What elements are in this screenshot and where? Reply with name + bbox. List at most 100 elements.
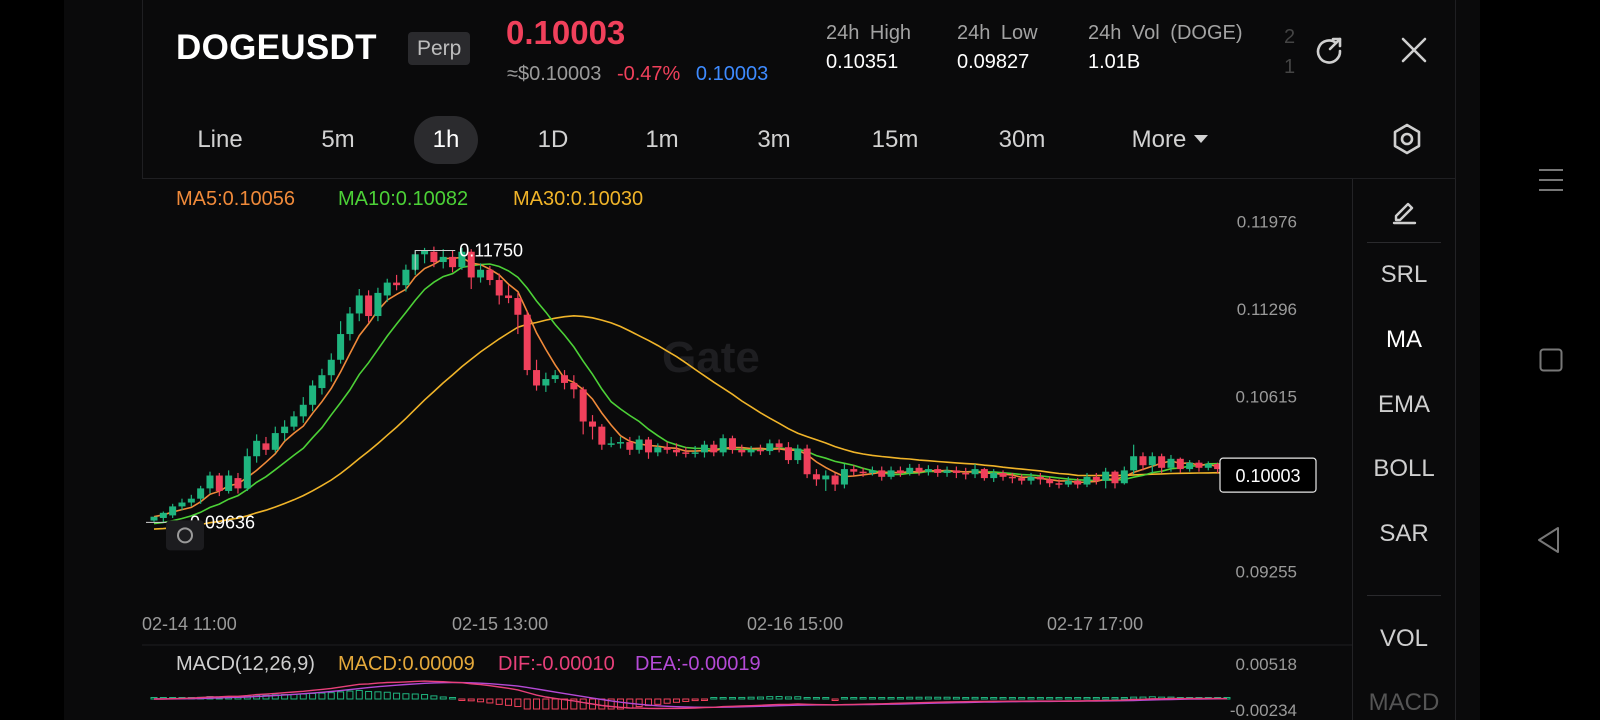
y-tick-label: 0.11976 — [1237, 212, 1297, 231]
candle-body — [290, 416, 298, 427]
candle-body — [1111, 471, 1119, 484]
macd-bar — [803, 697, 811, 700]
indicator-ema[interactable]: EMA — [1377, 391, 1430, 418]
macd-bar — [896, 697, 904, 700]
macd-bar — [430, 695, 438, 700]
stat-24h-high: 24h High 0.10351 — [826, 22, 911, 74]
macd-bar — [784, 696, 792, 700]
macd-bar — [812, 697, 820, 700]
change-percent: -0.47% — [616, 63, 681, 85]
macd-bar — [747, 696, 755, 700]
candle-body — [1139, 456, 1147, 466]
candle-body — [327, 359, 335, 376]
candle-body — [794, 448, 802, 461]
candle-body — [383, 282, 391, 296]
candle-body — [1214, 463, 1222, 470]
indicator-ma[interactable]: MA — [1386, 326, 1422, 353]
candle-body — [1120, 470, 1128, 484]
candle-body — [439, 256, 447, 263]
dif-value: DIF:-0.00010 — [498, 653, 615, 675]
tab-more-label: More — [1131, 126, 1187, 153]
candle-body — [215, 475, 223, 491]
chart-labels: 0.11750 0.09636 0.10003 — [146, 240, 1317, 551]
candle-body — [159, 512, 167, 518]
candle-body — [262, 443, 270, 450]
candle-body — [430, 251, 438, 263]
candle-body — [570, 382, 578, 390]
candle-body — [990, 472, 998, 479]
candle-body — [495, 280, 503, 296]
macd-bar — [887, 697, 895, 700]
macd-bar — [971, 696, 979, 700]
caret-down-icon — [1194, 134, 1209, 143]
tab-3m[interactable]: 3m — [757, 126, 791, 153]
candle-body — [962, 472, 970, 475]
tab-5m[interactable]: 5m — [321, 126, 355, 153]
share-icon[interactable] — [1313, 34, 1345, 66]
candle-body — [533, 370, 541, 386]
tab-more[interactable]: More — [1120, 116, 1220, 164]
macd-bar — [868, 697, 876, 700]
candle-body — [971, 469, 979, 475]
macd-bar — [990, 697, 998, 700]
indicator-srl[interactable]: SRL — [1380, 261, 1428, 288]
stat-label: 24h High — [826, 22, 912, 44]
price-subrow: ≈$0.10003 -0.47% 0.10003 — [507, 63, 768, 86]
indicator-sar[interactable]: SAR — [1379, 520, 1429, 547]
stat-value: 1.01B — [1088, 51, 1141, 73]
tab-1h[interactable]: 1h — [414, 116, 478, 164]
stat-truncated-value: 1 — [1284, 56, 1296, 78]
candle-body — [1204, 463, 1212, 468]
macd-y-bottom: -0.00234 — [1230, 701, 1297, 720]
candle-body — [878, 470, 886, 477]
menu-icon[interactable] — [1538, 167, 1564, 193]
macd-bar — [878, 697, 886, 700]
indicator-boll[interactable]: BOLL — [1373, 455, 1435, 482]
candle-body — [477, 269, 485, 278]
ma5-legend: MA5:0.10056 — [176, 188, 295, 210]
chart-grid: 0.11976 0.11296 0.10615 0.09255 02-14 11:00 0… — [142, 212, 1352, 646]
settings-icon[interactable] — [1390, 122, 1424, 156]
macd-bar — [840, 697, 848, 700]
macd-bar — [318, 692, 326, 700]
candle-body — [197, 488, 205, 499]
pencil-icon[interactable] — [1389, 195, 1419, 225]
macd-bar — [728, 697, 736, 700]
macd-bar — [980, 697, 988, 700]
candle-body — [579, 389, 587, 422]
macd-bar — [719, 697, 727, 700]
close-icon[interactable] — [1398, 34, 1430, 66]
tab-1m[interactable]: 1m — [645, 126, 679, 153]
candle-body — [1008, 476, 1016, 479]
candle-body — [598, 426, 606, 445]
candle-body — [1176, 458, 1184, 470]
tab-line[interactable]: Line — [197, 126, 243, 153]
candle-body — [672, 449, 680, 453]
indicator-panel: SRL MA EMA BOLL SAR VOL MACD — [1352, 179, 1456, 720]
candle-body — [1036, 476, 1044, 480]
tab-1d[interactable]: 1D — [537, 126, 569, 153]
macd-bar — [654, 698, 662, 705]
back-triangle-icon[interactable] — [1536, 526, 1562, 554]
indicator-macd[interactable]: MACD — [1368, 689, 1440, 716]
macd-bar — [952, 696, 960, 700]
tab-30m[interactable]: 30m — [998, 126, 1046, 153]
candle-body — [766, 443, 774, 452]
stat-value: 0.10351 — [826, 51, 899, 73]
candle-body — [178, 502, 186, 507]
macd-bar — [738, 696, 746, 700]
candle-body — [486, 269, 494, 281]
candle-body — [682, 452, 690, 454]
candle-body — [234, 478, 242, 489]
tab-15m[interactable]: 15m — [871, 126, 919, 153]
candle-body — [626, 442, 634, 450]
candle-body — [393, 282, 401, 286]
candle-body — [934, 469, 942, 473]
symbol-title[interactable]: DOGEUSDT — [176, 28, 377, 67]
x-tick-label: 02-14 11:00 — [142, 614, 237, 634]
macd-bar — [402, 693, 410, 700]
indicator-vol[interactable]: VOL — [1379, 625, 1429, 652]
candle-body — [906, 467, 914, 473]
square-icon[interactable] — [1539, 348, 1563, 372]
